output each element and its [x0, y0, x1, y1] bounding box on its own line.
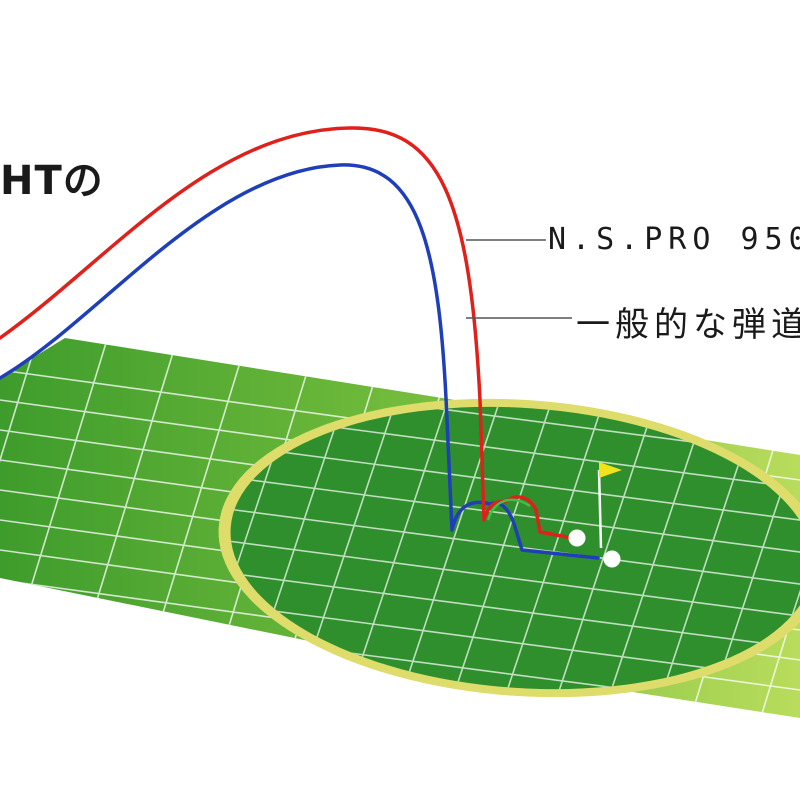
flag-icon: [597, 462, 622, 549]
grid-line: [607, 399, 709, 701]
grid-line: [220, 539, 800, 621]
grid-line: [0, 338, 41, 718]
green-bounce-accent: [486, 498, 531, 521]
blue-trajectory: [0, 163, 600, 560]
grid-line: [220, 507, 800, 589]
grid-line: [759, 338, 800, 718]
legend-red-label: N.S.PRO 950GH: [548, 222, 800, 257]
grid-line: [503, 399, 605, 701]
grid-line: [555, 399, 657, 701]
title-fragment: HTの: [0, 158, 104, 204]
grid-line: [220, 475, 800, 557]
grid-line: [220, 571, 800, 653]
grid-line: [451, 399, 553, 701]
legend-blue-label: 一般的な弾道: [576, 305, 800, 345]
golf-ball-icon: [568, 529, 586, 547]
golf-ball-icon: [603, 550, 621, 568]
grid-line: [347, 399, 449, 701]
grid-line: [220, 443, 800, 525]
